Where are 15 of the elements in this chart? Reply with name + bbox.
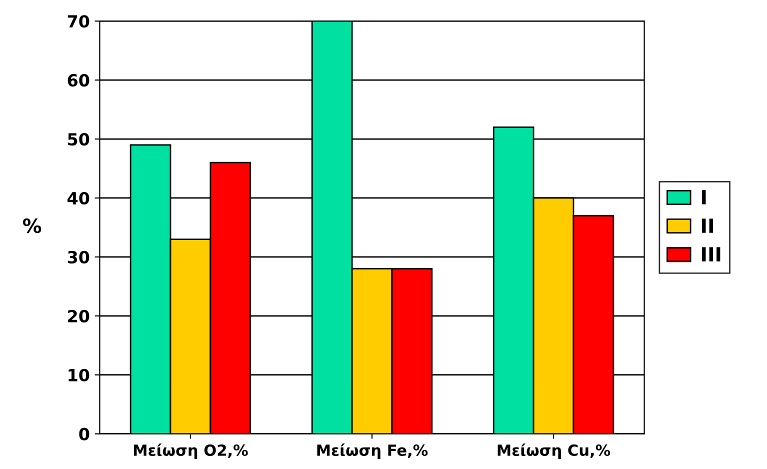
x-tick-label: Μείωση O2,%	[134, 444, 248, 459]
y-tick-label: 10	[68, 368, 90, 382]
y-tick-label: 60	[68, 74, 90, 87]
y-tick-label: 20	[68, 310, 90, 322]
legend-label: III	[702, 247, 720, 262]
y-tick-label: 30	[68, 250, 90, 264]
y-tick-label: 40	[68, 192, 90, 205]
x-tick-label: Μείωση Cu,%	[498, 444, 610, 459]
y-tick-label: 0	[79, 428, 90, 440]
y-tick-label: 70	[68, 15, 90, 28]
legend-label: I	[702, 190, 706, 204]
y-axis-title: %	[22, 218, 42, 234]
legend-label: II	[702, 218, 713, 233]
x-tick-label: Μείωση Fe,%	[317, 444, 428, 459]
y-tick-label: 50	[68, 132, 90, 146]
